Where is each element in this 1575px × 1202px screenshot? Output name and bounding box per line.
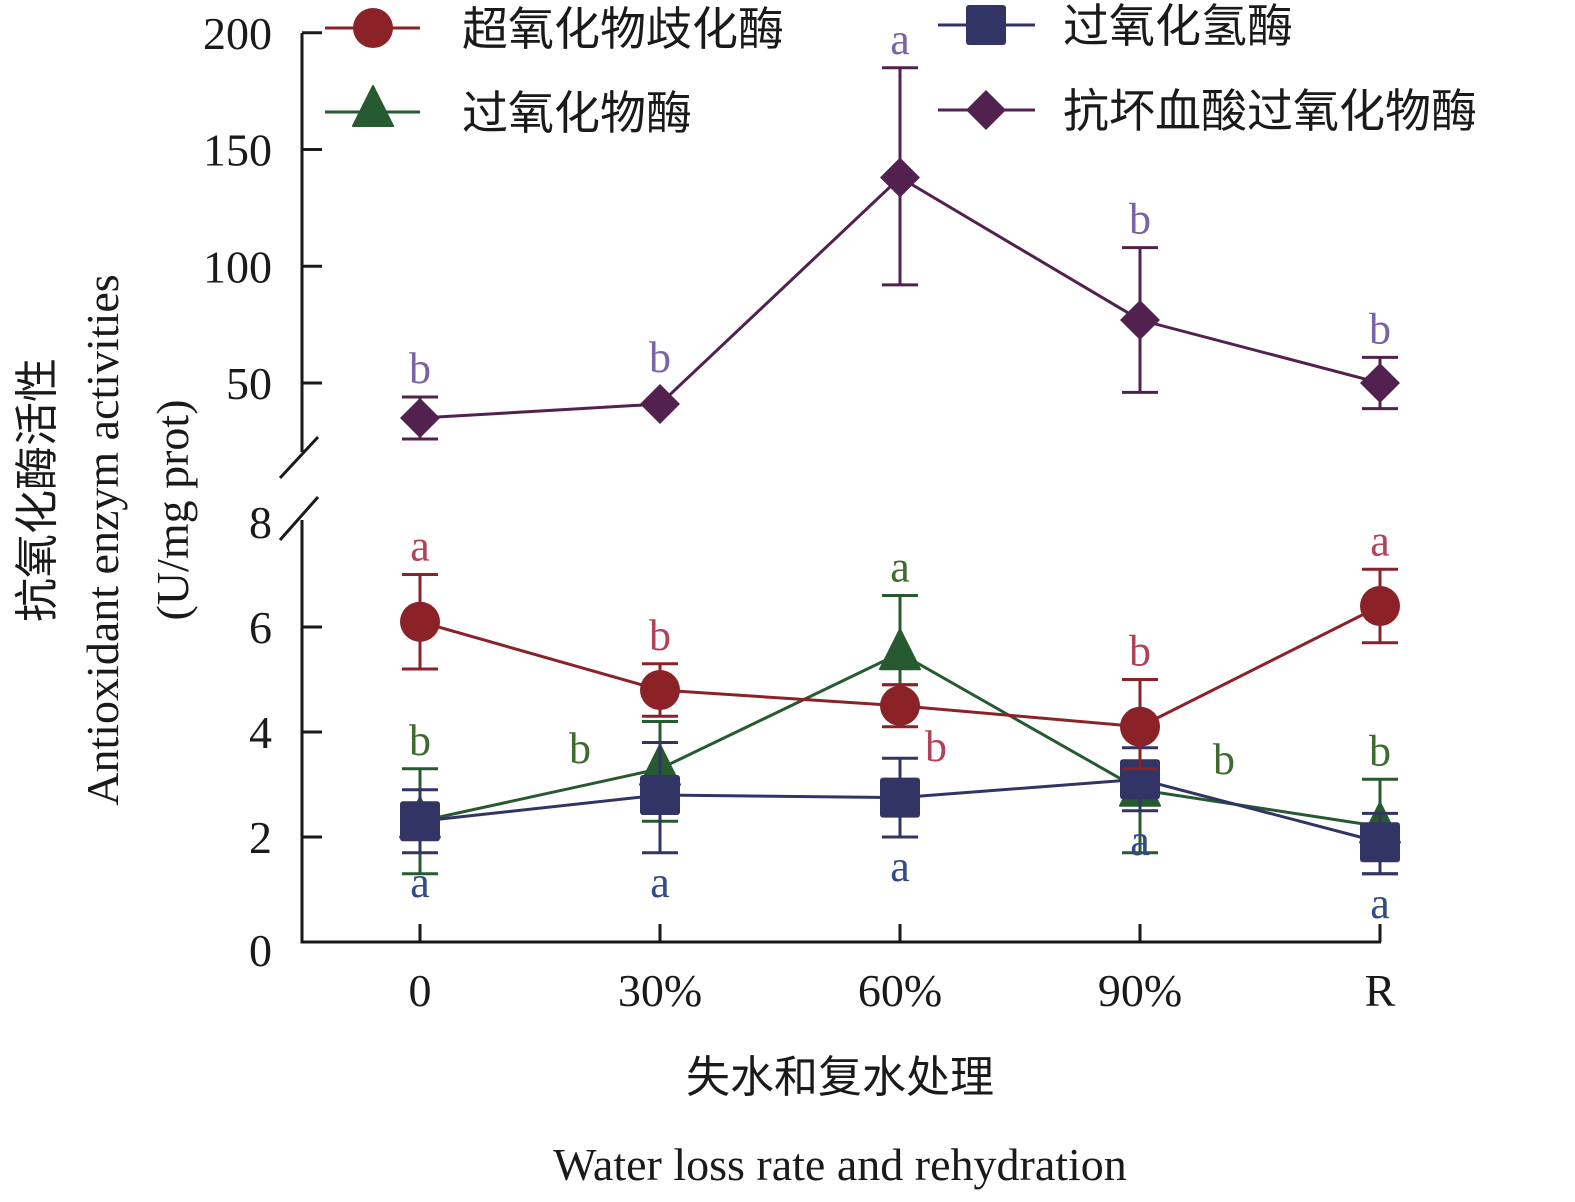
- legend-marker-square-icon: [966, 5, 1006, 45]
- data-point: [400, 398, 440, 439]
- significance-letter: a: [650, 858, 670, 907]
- significance-letter: b: [409, 716, 431, 765]
- x-axis-title-cn: 失水和复水处理: [686, 1052, 994, 1103]
- y-tick-label: 0: [249, 925, 272, 976]
- series-3: [400, 66, 1400, 441]
- significance-letter: a: [1370, 879, 1390, 928]
- significance-letter: a: [890, 543, 910, 592]
- axis-break-mark: [278, 496, 320, 541]
- y-tick-label: 2: [249, 812, 272, 863]
- significance-letter: b: [569, 724, 591, 773]
- data-point: [1120, 299, 1160, 340]
- y-tick-label: 4: [249, 707, 272, 758]
- x-tick-label: 30%: [618, 965, 702, 1016]
- data-point: [640, 775, 680, 815]
- data-point: [640, 384, 680, 425]
- legend-marker-diamond-icon: [966, 90, 1006, 130]
- data-point: [1360, 822, 1400, 863]
- significance-letter: a: [410, 858, 430, 907]
- y-tick-label: 200: [203, 8, 272, 59]
- legend-item: 过氧化物酶: [325, 85, 692, 140]
- series-0: [400, 567, 1400, 771]
- axes: 50 100 150 200 0 2 4 6 8 0 30% 60% 90% R: [203, 8, 1396, 1016]
- x-axis-title-en: Water loss rate and rehydration: [553, 1139, 1127, 1190]
- significance-letter: a: [410, 522, 430, 571]
- legend-label: 过氧化氢酶: [1063, 0, 1293, 53]
- data-point: [880, 685, 920, 726]
- significance-letter: b: [1129, 627, 1151, 676]
- y-axis-title-cn: 抗氧化酶活性: [12, 358, 63, 622]
- x-tick-label: 90%: [1098, 965, 1182, 1016]
- significance-letter: a: [890, 15, 910, 64]
- legend-label: 超氧化物歧化酶: [462, 2, 784, 56]
- series-layer: [399, 66, 1401, 876]
- data-point: [1120, 706, 1160, 747]
- legend-item: 超氧化物歧化酶: [325, 2, 784, 56]
- significance-letter: b: [409, 344, 431, 393]
- data-point: [879, 628, 921, 671]
- legend-label: 过氧化物酶: [462, 86, 692, 140]
- legend-item: 抗坏血酸过氧化物酶: [938, 84, 1477, 138]
- significance-letter: b: [1369, 726, 1391, 775]
- significance-letter: b: [1129, 195, 1151, 244]
- significance-letter: a: [1130, 816, 1150, 865]
- data-point: [400, 801, 440, 842]
- y-tick-label: 150: [203, 125, 272, 176]
- series-2: [400, 741, 1400, 876]
- legend-marker-circle-icon: [353, 8, 393, 48]
- y-axis-unit: (U/mg prot): [147, 399, 198, 620]
- y-axis-title-en: Antioxidant enzym activities: [77, 274, 128, 805]
- legend-item: 过氧化氢酶: [938, 0, 1293, 53]
- x-tick-label: R: [1365, 965, 1396, 1016]
- x-tick-label: 0: [409, 965, 432, 1016]
- y-tick-label: 100: [203, 241, 272, 292]
- axis-break-mark: [278, 435, 320, 480]
- significance-letter: b: [925, 722, 947, 771]
- significance-letters: b b a b b a a a a a a b b b a b b a b b: [409, 15, 1391, 928]
- x-tick-label: 60%: [858, 965, 942, 1016]
- data-point: [1360, 363, 1400, 403]
- significance-letter: b: [649, 333, 671, 382]
- significance-letter: b: [1213, 735, 1235, 784]
- data-point: [400, 601, 440, 642]
- y-tick-label: 8: [249, 497, 272, 548]
- legend-marker-triangle-icon: [352, 85, 394, 127]
- data-point: [880, 157, 920, 198]
- significance-letter: a: [890, 842, 910, 891]
- data-point: [1360, 586, 1400, 626]
- significance-letter: b: [1369, 304, 1391, 353]
- significance-letter: a: [1370, 516, 1390, 565]
- y-tick-label: 6: [249, 602, 272, 653]
- significance-letter: b: [649, 611, 671, 660]
- legend-label: 抗坏血酸过氧化物酶: [1063, 84, 1477, 138]
- data-point: [880, 777, 920, 818]
- data-point: [640, 670, 680, 710]
- y-tick-label: 50: [226, 358, 272, 409]
